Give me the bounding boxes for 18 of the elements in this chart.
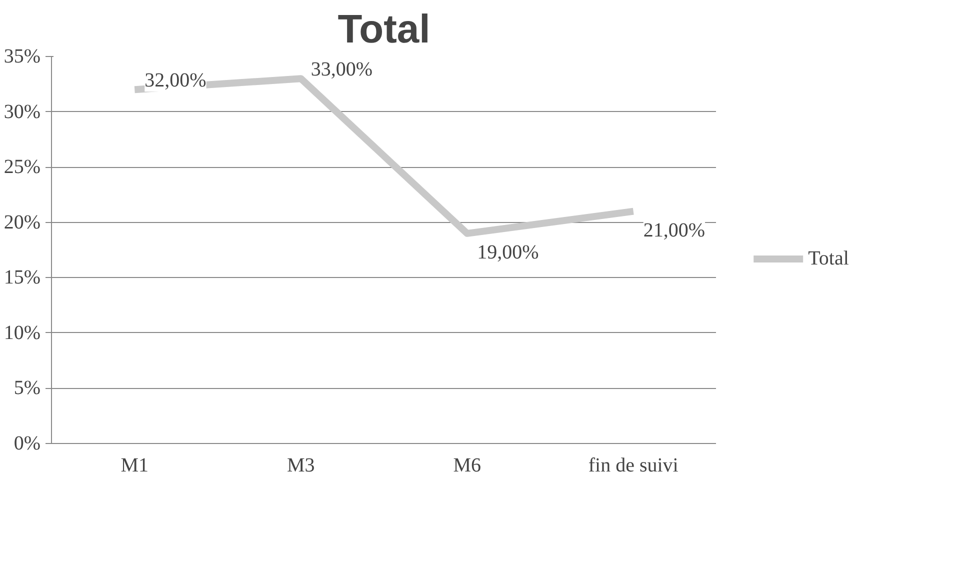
legend-label: Total: [808, 247, 849, 270]
x-tick-label: M6: [453, 454, 482, 476]
x-tick-label: M3: [286, 454, 315, 476]
y-tick-label: 35%: [4, 46, 41, 68]
y-tick-label: 5%: [14, 377, 41, 400]
chart-title: Total: [338, 8, 430, 52]
data-label: 21,00%: [643, 219, 706, 242]
data-label: 19,00%: [477, 241, 539, 264]
data-label: 33,00%: [310, 58, 373, 81]
x-tick-label: M1: [120, 454, 149, 476]
y-tick-label: 15%: [4, 266, 41, 289]
x-tick-label: fin de suivi: [588, 454, 679, 476]
data-label: 32,00%: [144, 70, 206, 92]
y-tick-label: 25%: [4, 156, 41, 178]
y-tick-label: 0%: [14, 432, 41, 454]
y-tick-label: 30%: [4, 100, 41, 123]
y-tick-label: 10%: [4, 322, 41, 344]
y-tick-label: 20%: [4, 211, 41, 234]
